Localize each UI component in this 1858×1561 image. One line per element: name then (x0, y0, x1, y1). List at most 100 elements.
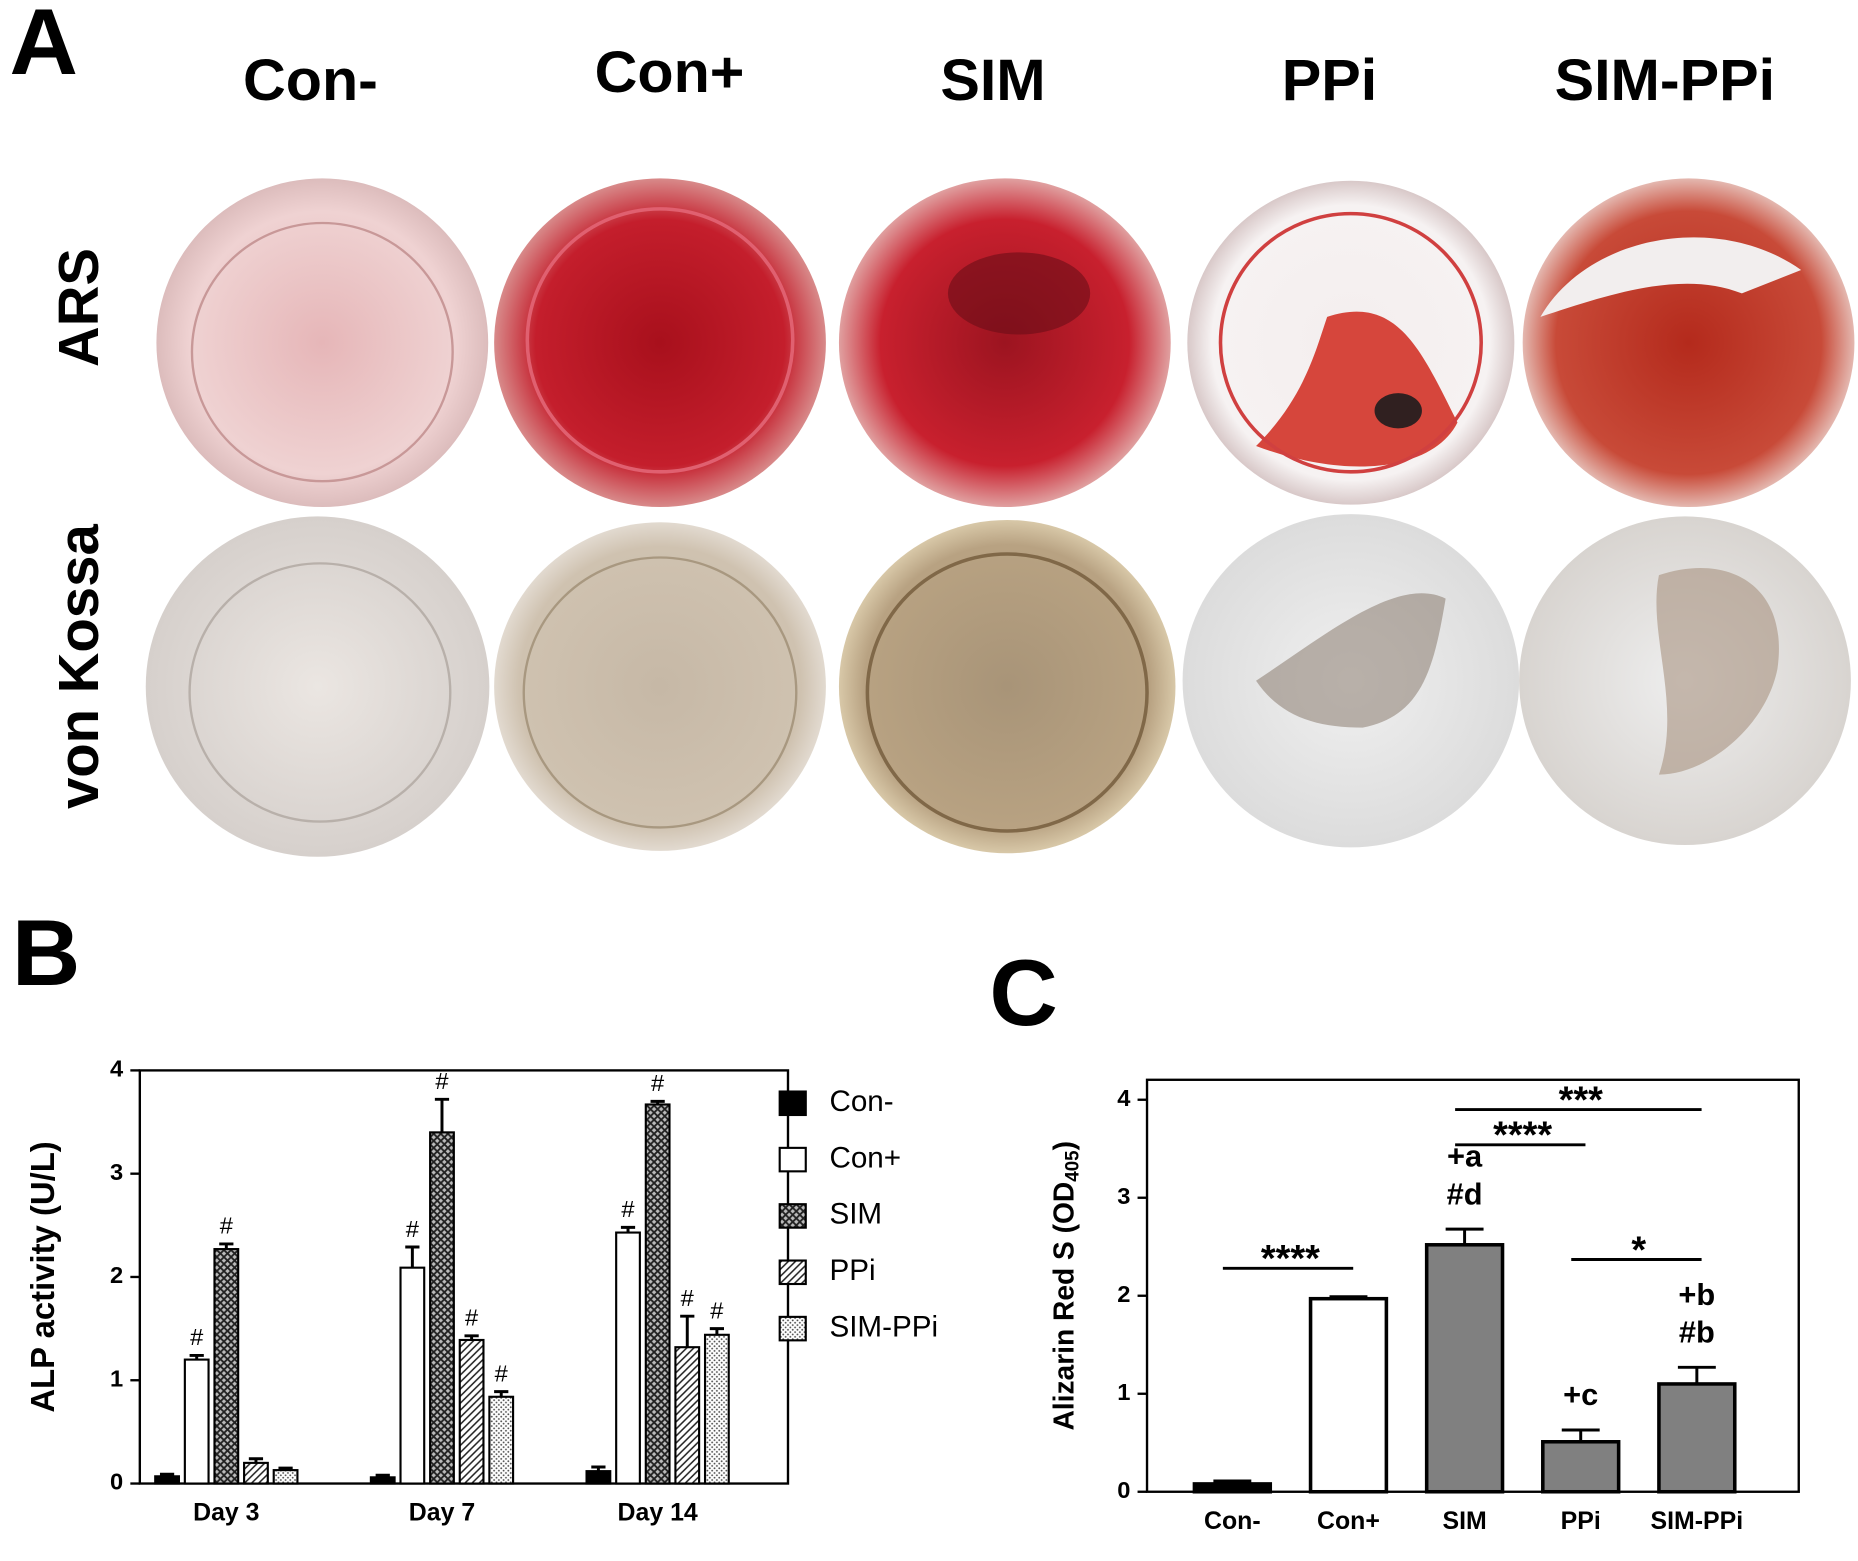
x-tick-label: SIM (1442, 1508, 1486, 1535)
bar (1541, 1440, 1621, 1494)
annotation: # (435, 1068, 448, 1094)
significance-label: *** (1559, 1079, 1604, 1121)
photo (156, 178, 489, 508)
x-tick-label: PPi (1561, 1508, 1601, 1535)
y-axis-label: Alizarin Red S (OD405) (1048, 1141, 1083, 1431)
photo (494, 522, 826, 851)
y-tick-label: 0 (110, 1469, 123, 1495)
column-label: Con- (243, 48, 378, 113)
photo (1522, 178, 1855, 508)
error-bar (1561, 1428, 1600, 1442)
annotation: # (621, 1196, 634, 1222)
annotation: #d (1447, 1177, 1483, 1211)
photo (838, 178, 1171, 508)
legend-label: PPi (829, 1254, 875, 1287)
y-tick-label: 3 (1117, 1183, 1130, 1209)
annotation: # (681, 1285, 694, 1311)
y-tick-label: 2 (1117, 1281, 1130, 1307)
photo (1182, 514, 1520, 848)
y-tick-label: 1 (1117, 1379, 1130, 1405)
panel-a-labels: Con- Con+ SIM PPi SIM-PPi ARS von Kossa (47, 40, 1775, 809)
y-axis-label-text: ALP activity (U/L) (24, 1141, 61, 1412)
column-label: PPi (1282, 48, 1377, 113)
photo (1187, 180, 1515, 505)
bar (272, 1469, 299, 1485)
bar (213, 1248, 240, 1485)
photo (145, 516, 490, 857)
y-tick-label: 4 (110, 1056, 123, 1082)
annotation: # (651, 1070, 664, 1096)
y-tick-label: 2 (110, 1262, 123, 1288)
legend-swatch (778, 1315, 807, 1342)
legend-swatch (778, 1203, 807, 1229)
annotation: +b (1678, 1278, 1715, 1312)
bar (585, 1470, 612, 1485)
annotation: # (406, 1216, 419, 1242)
error-bar (434, 1097, 450, 1133)
chart: 0 1 2 3 4 B ALP activity (U/L) Day 3 Day 7 Day 14… (12, 900, 938, 1526)
bar (488, 1395, 515, 1485)
column-label: SIM-PPi (1555, 48, 1776, 113)
error-bar (405, 1245, 420, 1268)
bar (1192, 1482, 1273, 1494)
legend-swatch (778, 1090, 807, 1117)
charts: 0 1 2 3 4 B ALP activity (U/L) Day 3 Day 7 Day 14… (12, 900, 1800, 1535)
significance-label: **** (1493, 1114, 1552, 1156)
bar (429, 1131, 455, 1485)
bar (615, 1231, 641, 1485)
photo-grid (145, 178, 1855, 857)
photo (1519, 516, 1851, 846)
photo (838, 519, 1176, 854)
significance-label: * (1631, 1229, 1646, 1271)
significance-label: **** (1261, 1237, 1320, 1279)
y-axis-label: ALP activity (U/L) (24, 1141, 61, 1412)
annotation: # (710, 1297, 723, 1323)
annotation: # (220, 1213, 233, 1239)
bar (1657, 1382, 1737, 1494)
bar (369, 1476, 396, 1485)
row-label: von Kossa (47, 524, 110, 809)
bar (399, 1266, 426, 1485)
legend-label: SIM (829, 1198, 882, 1231)
legend-label: Con- (829, 1085, 893, 1118)
x-tick-label: Con- (1204, 1508, 1261, 1535)
legend-swatch (778, 1146, 807, 1173)
x-tick-label: Con+ (1317, 1508, 1380, 1535)
x-tick-label: Day 14 (618, 1500, 698, 1527)
y-tick-label: 3 (110, 1159, 123, 1185)
annotation: #b (1679, 1316, 1715, 1350)
annotation: # (495, 1360, 508, 1386)
y-tick-label: 1 (110, 1366, 123, 1392)
x-tick-label: Day 3 (193, 1500, 259, 1527)
legend-label: SIM-PPi (829, 1310, 938, 1343)
column-label: SIM (940, 48, 1045, 113)
legend-label: Con+ (829, 1141, 901, 1174)
x-tick-label: SIM-PPi (1651, 1508, 1744, 1535)
error-bar (1445, 1227, 1484, 1245)
bar (674, 1346, 701, 1485)
bar (458, 1338, 485, 1485)
annotation: # (190, 1324, 203, 1350)
bar (703, 1333, 730, 1485)
photo (494, 178, 826, 508)
annotation: +c (1563, 1378, 1598, 1412)
y-axis-label-text: Alizarin Red S (OD (1048, 1182, 1080, 1431)
bar (154, 1475, 180, 1485)
y-axis-label-sub: 405 (1061, 1150, 1082, 1181)
annotation: # (465, 1305, 478, 1331)
bar (183, 1358, 210, 1485)
y-tick-label: 4 (1117, 1085, 1130, 1111)
error-bar (680, 1314, 695, 1348)
panel-label: C (989, 940, 1057, 1044)
bar (1308, 1296, 1389, 1494)
bar (243, 1461, 269, 1485)
panel-label: A (9, 0, 77, 94)
chart: 0 1 2 3 4 C Alizarin Red S (OD405) Con- Con+ SIM P… (989, 940, 1800, 1535)
bar (644, 1103, 671, 1485)
x-tick-label: Day 7 (409, 1500, 475, 1527)
error-bar (1677, 1365, 1716, 1384)
y-tick-label: 0 (1117, 1477, 1130, 1503)
y-axis-label-end: ) (1048, 1141, 1080, 1150)
